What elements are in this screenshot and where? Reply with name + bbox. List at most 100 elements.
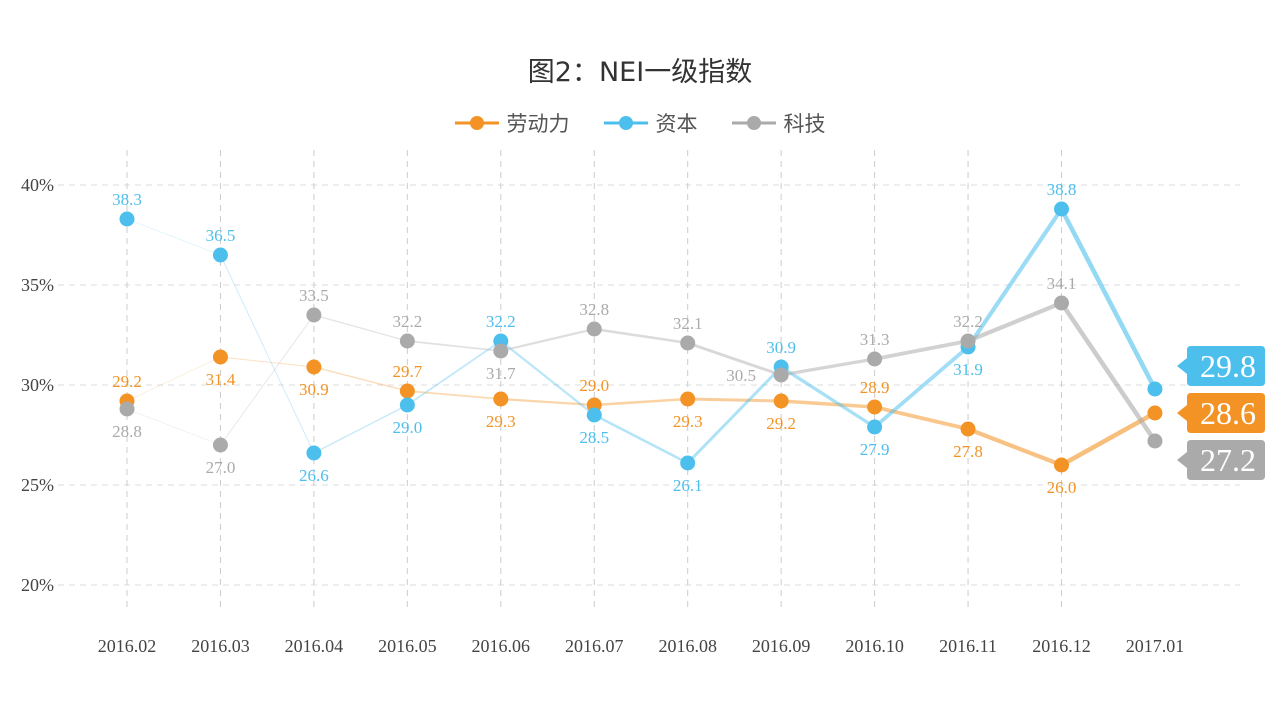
series-line-segment — [406, 390, 502, 400]
data-label: 31.7 — [486, 364, 516, 383]
callout-label: 27.2 — [1200, 442, 1256, 478]
data-label: 29.2 — [766, 414, 796, 433]
series-line-segment — [406, 340, 502, 352]
data-label: 32.1 — [673, 314, 703, 333]
legend-marker — [603, 116, 648, 130]
data-point — [306, 445, 322, 461]
data-point — [960, 421, 976, 437]
x-tick-label: 2016.05 — [378, 636, 437, 656]
data-label: 29.0 — [579, 376, 609, 395]
x-tick-label: 2016.10 — [845, 636, 904, 656]
data-point — [399, 383, 415, 399]
data-point — [399, 333, 415, 349]
x-tick-label: 2016.08 — [658, 636, 717, 656]
data-point — [493, 343, 509, 359]
series-line-segment — [126, 408, 221, 446]
series-line-segment — [592, 327, 690, 345]
data-label: 29.0 — [392, 418, 422, 437]
data-label: 32.2 — [392, 312, 422, 331]
chart-title: 图2：NEI一级指数 — [527, 57, 753, 88]
data-label: 38.8 — [1047, 180, 1077, 199]
data-point — [119, 401, 135, 417]
data-label: 28.8 — [112, 422, 142, 441]
data-label: 38.3 — [112, 190, 142, 209]
data-label: 27.9 — [860, 440, 890, 459]
x-tick-label: 2017.01 — [1126, 636, 1185, 656]
x-tick-label: 2016.07 — [565, 636, 624, 656]
y-tick-label: 35% — [21, 275, 54, 295]
legend-marker — [731, 116, 776, 130]
data-point — [212, 247, 228, 263]
data-point — [212, 349, 228, 365]
data-label: 28.9 — [860, 378, 890, 397]
data-point — [1147, 405, 1163, 421]
data-point — [1054, 201, 1069, 217]
x-tick-label: 2016.02 — [98, 636, 157, 656]
x-tick-label: 2016.12 — [1032, 636, 1091, 656]
series-line-segment — [686, 397, 783, 403]
data-label: 27.8 — [953, 442, 983, 461]
legend-item-technology[interactable]: 科技 — [731, 108, 826, 138]
series-line-segment — [592, 413, 690, 465]
series-line-segment — [779, 399, 877, 409]
data-label: 27.0 — [206, 458, 236, 477]
callout-label: 28.6 — [1200, 395, 1256, 431]
data-point — [306, 359, 322, 375]
data-point — [960, 333, 976, 349]
y-tick-label: 40% — [21, 175, 54, 195]
legend-label: 资本 — [655, 112, 698, 136]
value-callout — [1177, 393, 1265, 433]
data-point — [306, 307, 322, 323]
series-line-segment — [499, 397, 596, 407]
data-point — [1147, 381, 1163, 397]
series-line-segment — [965, 206, 1064, 350]
series-line-segment — [126, 218, 221, 256]
data-label: 31.9 — [953, 360, 983, 379]
series-line-segment — [499, 339, 596, 417]
callout-label: 29.8 — [1200, 348, 1256, 384]
data-label: 32.2 — [953, 312, 983, 331]
data-label: 29.3 — [673, 412, 703, 431]
x-tick-label: 2016.11 — [939, 636, 997, 656]
legend-marker — [454, 116, 499, 130]
data-label: 30.5 — [726, 366, 756, 385]
series-line-segment — [779, 357, 877, 377]
series-line-segment — [872, 339, 970, 361]
legend-item-capital[interactable]: 资本 — [603, 108, 698, 138]
data-point — [212, 437, 228, 453]
series-line-segment — [313, 404, 409, 454]
data-label: 28.5 — [579, 428, 609, 447]
data-label: 29.7 — [392, 362, 422, 381]
series-line-segment — [1059, 300, 1158, 444]
legend-label: 劳动力 — [506, 112, 570, 136]
data-label: 26.6 — [299, 466, 329, 485]
data-label: 29.3 — [486, 412, 516, 431]
data-point — [680, 455, 696, 471]
series-line-segment — [1059, 206, 1158, 392]
series-line-segment — [779, 365, 877, 429]
y-tick-label: 25% — [21, 475, 54, 495]
data-label: 30.9 — [766, 338, 796, 357]
legend: 劳动力 资本 科技 — [0, 108, 1280, 138]
data-point — [773, 393, 789, 409]
legend-label: 科技 — [783, 112, 826, 136]
y-tick-label: 20% — [21, 575, 54, 595]
data-label: 32.2 — [486, 312, 516, 331]
data-point — [680, 335, 696, 351]
series-line-segment — [686, 365, 783, 465]
data-label: 32.8 — [579, 300, 609, 319]
data-label: 33.5 — [299, 286, 329, 305]
data-label: 31.3 — [860, 330, 890, 349]
legend-item-labor[interactable]: 劳动力 — [454, 108, 570, 138]
data-label: 36.5 — [206, 226, 236, 245]
data-point — [867, 351, 883, 367]
series-line-segment — [872, 345, 970, 429]
data-point — [586, 321, 602, 337]
data-point — [1147, 433, 1163, 449]
series-line-segment — [872, 405, 970, 431]
series-line-segment — [965, 300, 1064, 344]
value-callout — [1177, 440, 1265, 480]
data-label: 30.9 — [299, 380, 329, 399]
value-callout — [1177, 346, 1265, 386]
